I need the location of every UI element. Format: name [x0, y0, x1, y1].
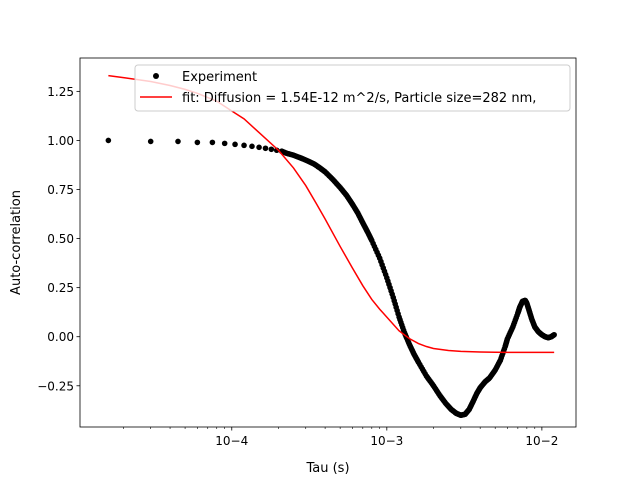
legend-label-fit: fit: Diffusion = 1.54E-12 m^2/s, Particl… — [182, 91, 536, 106]
y-tick-label: 0.50 — [47, 232, 74, 246]
x-axis-label: Tau (s) — [305, 461, 349, 476]
legend-label-experiment: Experiment — [182, 70, 257, 85]
data-point-experiment — [268, 146, 275, 153]
data-point-experiment — [175, 138, 181, 145]
data-point-experiment — [551, 331, 557, 338]
data-point-experiment — [221, 140, 228, 147]
data-point-experiment — [256, 144, 262, 151]
legend-box — [134, 64, 571, 112]
series-experiment — [105, 137, 557, 419]
x-tick-label: 10−3 — [370, 434, 403, 448]
plot-frame — [79, 57, 577, 428]
y-tick-label: 0.75 — [47, 183, 74, 197]
x-tick-label: 10−2 — [525, 434, 558, 448]
data-point-experiment — [241, 142, 247, 149]
y-tick-label: 0.25 — [47, 281, 74, 295]
y-tick-label: 0.00 — [47, 330, 74, 344]
data-point-experiment — [194, 139, 201, 146]
plot-content — [105, 74, 557, 419]
y-tick-label: −0.25 — [37, 379, 74, 393]
data-point-experiment — [147, 138, 154, 145]
y-axis-label: Auto-correlation — [9, 190, 24, 295]
x-tick-label: 10−4 — [215, 434, 248, 448]
legend-marker-experiment — [153, 73, 159, 79]
data-point-experiment — [249, 143, 255, 150]
data-point-experiment — [273, 147, 280, 154]
data-point-experiment — [105, 137, 112, 144]
y-ticks: −0.25 0.00 0.25 0.50 0.75 1.00 1.25 — [37, 85, 80, 393]
data-point-experiment — [209, 139, 216, 146]
data-point-experiment — [262, 145, 269, 152]
data-point-experiment — [232, 141, 238, 148]
legend: Experiment fit: Diffusion = 1.54E-12 m^2… — [134, 64, 571, 112]
y-tick-label: 1.25 — [47, 85, 74, 99]
y-tick-label: 1.00 — [47, 134, 74, 148]
x-ticks: 10−4 10−3 10−2 — [123, 427, 558, 448]
